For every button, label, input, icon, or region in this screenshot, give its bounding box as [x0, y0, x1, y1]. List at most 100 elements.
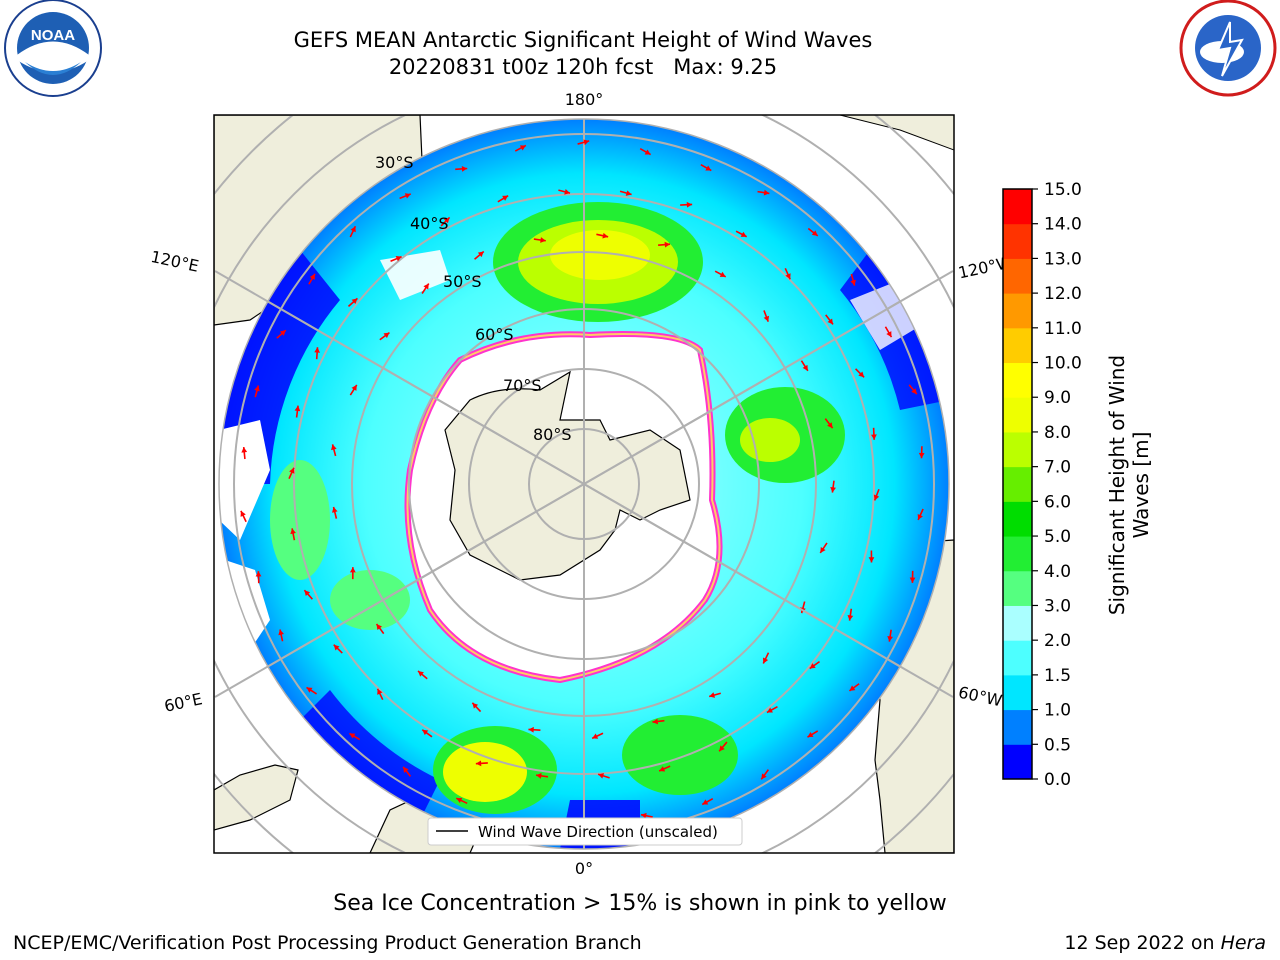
wave-direction-arrowhead — [349, 567, 356, 573]
wave-direction-arrowhead — [279, 330, 286, 336]
colorbar-segment — [1003, 223, 1032, 259]
colorbar-segment — [1003, 640, 1032, 676]
wave-direction-arrowhead — [289, 467, 295, 474]
wave-direction-arrowhead — [306, 687, 313, 693]
colorbar-tick-label: 3.0 — [1044, 596, 1071, 616]
wave-direction-arrowhead — [887, 636, 893, 642]
wave-direction-arrowhead — [278, 629, 284, 636]
wave-direction-arrowhead — [719, 271, 726, 277]
wave-direction-arrowhead — [785, 273, 791, 280]
wave-direction-arrowhead — [351, 298, 358, 305]
lon-label-60w: 60°W — [957, 683, 1004, 711]
wave-direction-arrowhead — [830, 486, 836, 493]
footer-date: 12 Sep 2022 on Hera — [1064, 932, 1266, 954]
wave-direction-arrowhead — [349, 733, 356, 739]
colorbar-segment — [1003, 431, 1032, 468]
wave-direction-arrowhead — [809, 663, 816, 669]
wave-direction-arrowhead — [395, 256, 402, 262]
colorbar-segment — [1003, 744, 1032, 780]
wave-direction-arrowhead — [309, 273, 315, 280]
map-frame-border — [213, 114, 955, 854]
wave-direction-arrowhead — [333, 644, 340, 651]
colorbar-tick-label: 1.5 — [1044, 666, 1071, 686]
wave-direction-arrowhead — [911, 388, 917, 395]
wave-direction-arrowhead — [858, 371, 865, 378]
lat-label-80s: 80°S — [533, 425, 572, 444]
noaa-logo-text: NOAA — [31, 27, 75, 44]
wave-direction-arrowhead — [763, 189, 770, 196]
wave-direction-arrowhead — [540, 237, 546, 243]
africa-landmass — [214, 764, 299, 831]
wave-direction-arrowhead — [719, 745, 725, 752]
wave-direction-arrowhead — [847, 615, 854, 621]
colorbar-segment — [1003, 189, 1032, 225]
colorbar-tick-label: 0.0 — [1044, 770, 1071, 790]
colorbar-tick-label: 12.0 — [1044, 284, 1082, 304]
wave-direction-arrowhead — [849, 685, 856, 691]
wave-direction-arrowhead — [761, 773, 767, 780]
map-legend: Wind Wave Direction (unscaled) — [427, 817, 743, 846]
colorbar-tick-label: 14.0 — [1044, 215, 1082, 235]
wave-direction-arrowhead — [811, 230, 818, 236]
wave-direction-arrowhead — [802, 364, 808, 371]
colorbar-segment — [1003, 674, 1032, 711]
wave-direction-arrowhead — [443, 217, 450, 224]
wave-direction-arrowhead — [350, 226, 356, 233]
colorbar-segment — [1003, 293, 1032, 329]
colorbar-segment — [1003, 362, 1032, 398]
wave-direction-arrowhead — [652, 718, 659, 725]
nws-logo — [1179, 0, 1277, 97]
wave-direction-arrowhead — [290, 528, 296, 535]
wave-direction-arrowhead — [868, 557, 875, 563]
wave-direction-arrowhead — [827, 422, 833, 429]
colorbar-tick-label: 8.0 — [1044, 423, 1071, 443]
wave-direction-arrowhead — [705, 165, 712, 171]
wave-direction-arrowhead — [625, 190, 632, 196]
wave-direction-arrowhead — [377, 688, 383, 695]
wave-direction-arrowhead — [664, 241, 671, 248]
colorbar-segment — [1003, 466, 1032, 502]
wave-direction-arrowhead — [456, 797, 463, 804]
footer-host: Hera — [1220, 932, 1266, 954]
colorbar-label: Significant Height of Wind Waves [m] — [1105, 355, 1153, 615]
colorbar-segment — [1003, 570, 1032, 606]
lat-label-70s: 70°S — [503, 376, 542, 395]
wave-direction-arrowhead — [598, 773, 605, 779]
footer-date-text: 12 Sep 2022 on — [1064, 932, 1221, 954]
lat-label-50s: 50°S — [443, 272, 482, 291]
wave-direction-arrowhead — [304, 590, 311, 597]
wave-direction-arrowhead — [702, 799, 709, 805]
wave-direction-arrowhead — [255, 571, 262, 577]
chart-title: GEFS MEAN Antarctic Significant Height o… — [293, 28, 873, 52]
wave-direction-arrowhead — [827, 318, 834, 325]
wave-direction-arrowhead — [917, 513, 923, 520]
lon-label-60e: 60°E — [162, 689, 204, 716]
legend-label: Wind Wave Direction (unscaled) — [478, 823, 718, 841]
colorbar: 0.0 0.5 1.0 1.5 2.0 3.0 4.0 5.0 6.0 7.0 8.0 9.0 10.0… — [1002, 180, 1082, 790]
wave-direction-arrowhead — [850, 279, 856, 286]
lat-label-40s: 40°S — [410, 214, 449, 233]
wave-direction-arrowhead — [740, 231, 747, 237]
wave-direction-arrowhead — [403, 766, 409, 773]
colorbar-label-line2: Waves [m] — [1129, 432, 1153, 539]
wave-direction-arrowhead — [331, 444, 337, 451]
wave-direction-arrowhead — [564, 189, 571, 195]
wave-direction-arrowhead — [659, 766, 666, 772]
colorbar-segment — [1003, 605, 1032, 641]
colorbar-tick-label: 7.0 — [1044, 458, 1071, 478]
lon-label-0: 0° — [575, 859, 593, 878]
colorbar-tick-label: 11.0 — [1044, 319, 1082, 339]
chart-subtitle: 20220831 t00z 120h fcst Max: 9.25 — [388, 55, 778, 79]
wave-direction-arrowhead — [644, 149, 651, 155]
colorbar-segment — [1003, 536, 1032, 572]
wave-direction-arrowhead — [502, 195, 509, 201]
wave-direction-arrowhead — [640, 812, 647, 819]
wave-direction-arrowhead — [528, 726, 534, 733]
wave-direction-arrowhead — [536, 773, 542, 779]
wave-direction-arrowhead — [909, 577, 916, 583]
wave-direction-arrowhead — [383, 332, 390, 339]
wave-direction-arrowhead — [314, 347, 321, 353]
wave-direction-arrowhead — [241, 447, 248, 453]
wave-direction-arrowhead — [472, 702, 479, 709]
wave-direction-arrowhead — [886, 331, 892, 338]
